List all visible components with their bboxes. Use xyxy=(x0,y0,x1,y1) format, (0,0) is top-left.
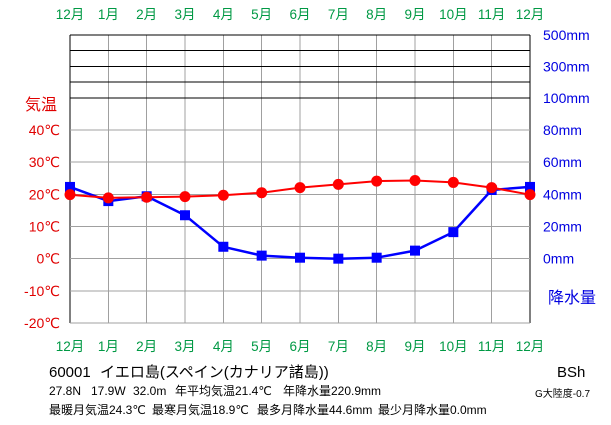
month-label-top: 1月 xyxy=(98,7,119,22)
station-id: 60001 xyxy=(49,364,91,381)
temperature-axis-title: 気温 xyxy=(25,96,57,114)
temperature-point xyxy=(256,187,268,199)
elevation: 32.0m xyxy=(133,384,166,398)
month-axis-bottom: 12月 1月 2月 3月 4月 5月 6月 7月 8月 9月 10月 11月 12月 xyxy=(56,339,545,354)
month-label-top: 7月 xyxy=(328,7,349,22)
month-label-bottom: 6月 xyxy=(289,339,310,354)
month-label-top: 9月 xyxy=(404,7,425,22)
temperature-point xyxy=(294,182,306,194)
precipitation-point xyxy=(180,210,190,221)
month-label-top: 10月 xyxy=(439,7,468,22)
coldest-month-temperature: 最寒月気温18.9℃ xyxy=(152,402,249,417)
temperature-tick-label: 20℃ xyxy=(29,186,60,202)
warmest-month-temperature: 最暖月気温24.3℃ xyxy=(49,402,146,417)
month-label-bottom: 8月 xyxy=(366,339,387,354)
month-label-bottom: 4月 xyxy=(213,339,234,354)
month-label-top: 11月 xyxy=(478,7,506,22)
temperature-tick-label: 40℃ xyxy=(29,122,60,138)
precipitation-point xyxy=(295,252,305,263)
month-label-bottom: 1月 xyxy=(98,339,119,354)
month-label-bottom: 12月 xyxy=(516,339,545,354)
temperature-point xyxy=(332,178,344,190)
temperature-tick-label: 30℃ xyxy=(29,154,60,170)
station-info: 60001 イエロ島(スペイン(カナリア諸島)) BSh 27.8N 17.9W 32… xyxy=(49,364,590,417)
precipitation-axis: 降水量 500mm 300mm 100mm 80mm 60mm 40mm 20mm 0mm xyxy=(543,27,596,307)
wettest-month-precipitation: 最多月降水量44.6mm xyxy=(257,403,372,417)
precipitation-tick-label: 300mm xyxy=(543,58,590,74)
annual-mean-temperature: 年平均気温21.4℃ xyxy=(175,383,272,398)
month-label-bottom: 12月 xyxy=(56,339,85,354)
precipitation-point xyxy=(256,250,267,261)
precipitation-tick-label: 60mm xyxy=(543,154,582,170)
month-label-bottom: 11月 xyxy=(478,339,506,354)
precipitation-tick-label: 80mm xyxy=(543,122,582,138)
month-label-bottom: 9月 xyxy=(404,339,425,354)
climate-class-label: BSh xyxy=(557,364,585,381)
precipitation-point xyxy=(333,253,344,264)
precipitation-point xyxy=(371,252,382,263)
month-label-bottom: 10月 xyxy=(439,339,468,354)
temperature-point xyxy=(409,175,421,187)
station-name: イエロ島(スペイン(カナリア諸島)) xyxy=(100,364,329,381)
month-label-top: 6月 xyxy=(289,7,310,22)
temperature-point xyxy=(102,192,114,204)
temperature-tick-label: 10℃ xyxy=(29,219,60,235)
month-label-bottom: 2月 xyxy=(136,339,157,354)
month-label-top: 12月 xyxy=(56,7,85,22)
station-title: 60001 イエロ島(スペイン(カナリア諸島)) xyxy=(49,364,329,381)
precipitation-tick-label: 20mm xyxy=(543,219,582,235)
month-label-top: 12月 xyxy=(516,7,545,22)
temperature-point xyxy=(179,191,191,203)
temperature-point xyxy=(371,175,383,187)
month-label-bottom: 5月 xyxy=(251,339,272,354)
continentality-index: G大陸度-0.7 xyxy=(535,387,590,400)
month-label-top: 4月 xyxy=(213,7,234,22)
month-axis-top: 12月 1月 2月 3月 4月 5月 6月 7月 8月 9月 10月 11月 12月 xyxy=(56,7,545,22)
month-label-top: 3月 xyxy=(174,7,195,22)
temperature-point xyxy=(64,189,76,201)
station-summary-line: 27.8N 17.9W 32.0m 年平均気温21.4℃ 年降水量220.9mm xyxy=(49,383,381,398)
temperature-point xyxy=(486,182,498,194)
annual-precipitation: 年降水量220.9mm xyxy=(283,384,381,398)
temperature-tick-label: -10℃ xyxy=(24,283,60,299)
temperature-series xyxy=(64,175,536,204)
month-label-bottom: 7月 xyxy=(328,339,349,354)
temperature-axis: 気温 40℃ 30℃ 20℃ 10℃ 0℃ -10℃ -20℃ xyxy=(24,96,60,331)
precipitation-point xyxy=(525,181,535,192)
temperature-point xyxy=(447,176,459,188)
precipitation-point xyxy=(410,245,420,256)
month-label-top: 5月 xyxy=(251,7,272,22)
temperature-tick-label: -20℃ xyxy=(24,315,60,331)
month-label-top: 8月 xyxy=(366,7,387,22)
latitude: 27.8N xyxy=(49,384,81,398)
month-label-top: 2月 xyxy=(136,7,157,22)
precipitation-point xyxy=(448,227,459,238)
precipitation-tick-label: 500mm xyxy=(543,27,590,43)
temperature-point xyxy=(524,189,536,201)
station-extremes-line: 最暖月気温24.3℃ 最寒月気温18.9℃ 最多月降水量44.6mm 最少月降水量0.… xyxy=(49,402,487,417)
precipitation-tick-label: 40mm xyxy=(543,186,582,202)
precipitation-tick-label: 100mm xyxy=(543,90,590,106)
precipitation-axis-title: 降水量 xyxy=(548,289,596,307)
month-label-bottom: 3月 xyxy=(174,339,195,354)
precipitation-point xyxy=(65,181,75,192)
temperature-point xyxy=(217,189,229,201)
precipitation-point xyxy=(218,241,229,252)
temperature-tick-label: 0℃ xyxy=(36,251,60,267)
precipitation-tick-label: 0mm xyxy=(543,251,574,267)
temperature-point xyxy=(141,191,153,203)
driest-month-precipitation: 最少月降水量0.0mm xyxy=(378,403,487,417)
longitude: 17.9W xyxy=(91,384,126,398)
